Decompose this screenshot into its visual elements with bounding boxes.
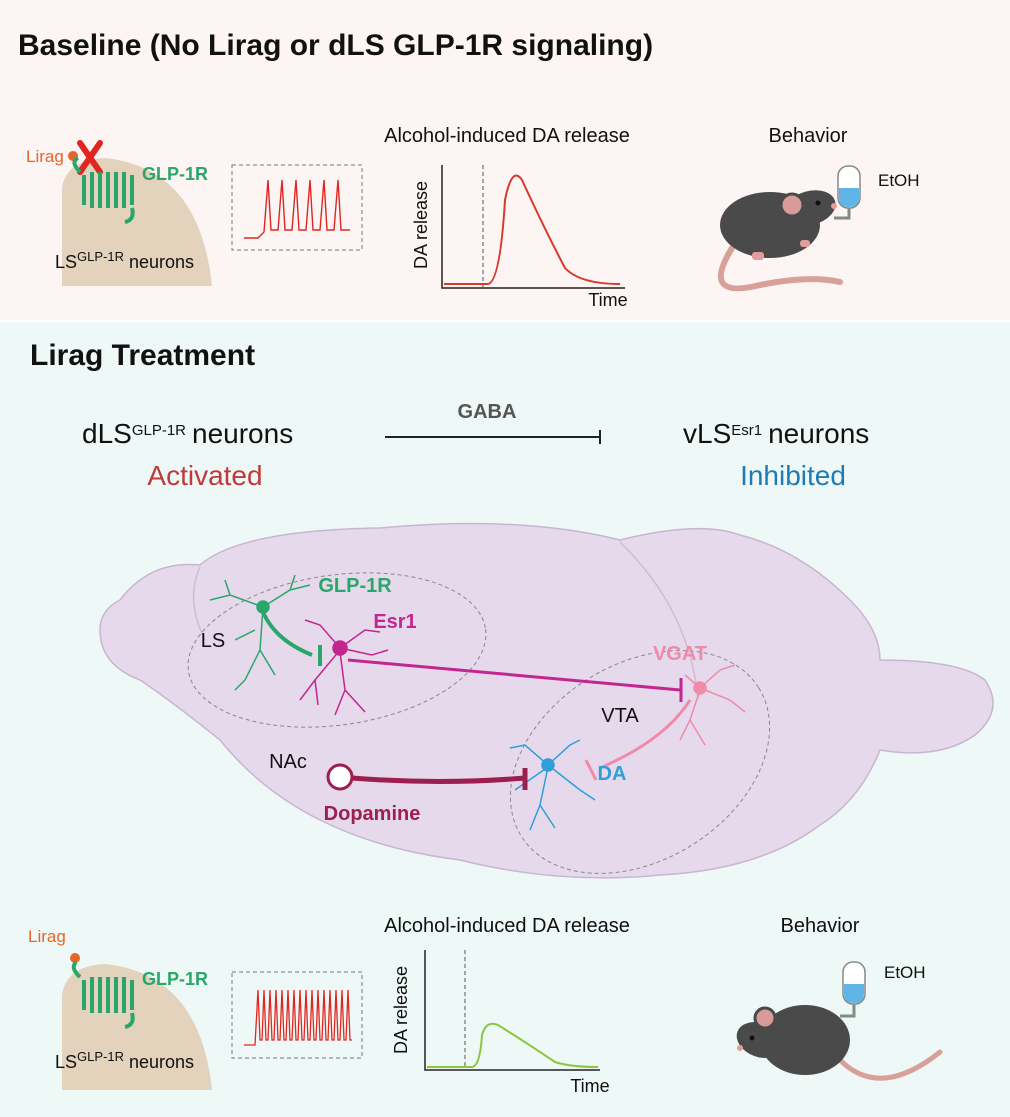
mouse xyxy=(736,1005,943,1081)
recording-box xyxy=(231,164,363,251)
glp1r-neuron xyxy=(209,574,322,691)
nac-terminal xyxy=(326,763,354,791)
receptor xyxy=(71,960,135,1029)
cell-label-rest: neurons xyxy=(129,1052,194,1072)
vta-region xyxy=(509,650,771,874)
source-base: dLS xyxy=(82,418,132,449)
ligand-label: Lirag xyxy=(26,147,64,166)
behavior-title: Behavior xyxy=(781,915,860,937)
nac-label: NAc xyxy=(269,751,307,773)
cell-label-base: LS xyxy=(55,252,77,272)
da-neuron xyxy=(509,739,596,831)
baseline-title: Baseline (No Lirag or dLS GLP-1R signali… xyxy=(18,29,653,62)
target-base: vLS xyxy=(683,418,731,449)
x-axis-label: Time xyxy=(570,1076,609,1096)
ls-region xyxy=(187,572,487,728)
target-label: vLSEsr1 neurons xyxy=(683,418,869,449)
plot-axes xyxy=(441,165,625,289)
da-label: DA xyxy=(598,763,627,785)
receptor xyxy=(72,156,135,224)
ligand-label: Lirag xyxy=(28,927,66,946)
bottle xyxy=(840,961,866,1018)
da-curve xyxy=(444,174,621,285)
cell-label-sup: GLP-1R xyxy=(77,249,124,264)
vgat-neuron xyxy=(584,664,746,781)
cell-label-sup: GLP-1R xyxy=(77,1049,124,1064)
vta-label: VTA xyxy=(601,705,639,727)
vgat-label: VGAT xyxy=(653,643,707,665)
bottle-label: EtOH xyxy=(884,963,926,982)
recording-box xyxy=(231,971,363,1059)
y-axis-label: DA release xyxy=(391,966,411,1054)
transmitter-label: GABA xyxy=(458,401,517,423)
source-label: dLSGLP-1R neurons xyxy=(82,418,293,449)
target-state: Inhibited xyxy=(740,460,846,491)
ligand-dot xyxy=(70,953,80,963)
glp1r-label: GLP-1R xyxy=(318,575,392,597)
x-axis-label: Time xyxy=(588,290,627,310)
spike-train xyxy=(244,179,350,239)
cell-label-rest: neurons xyxy=(129,252,194,272)
y-axis-label: DA release xyxy=(411,181,431,269)
esr1-label: Esr1 xyxy=(373,611,416,633)
source-sup: GLP-1R xyxy=(132,422,186,439)
source-state: Activated xyxy=(147,460,262,491)
ls-label: LS xyxy=(201,630,225,652)
dopamine-projection xyxy=(351,768,528,790)
receptor-label: GLP-1R xyxy=(142,969,208,989)
cell-label-base: LS xyxy=(55,1052,77,1072)
cell-label: LSGLP-1R neurons xyxy=(55,1049,194,1073)
brain xyxy=(99,522,994,879)
esr1-neuron xyxy=(299,619,683,716)
cell-label: LSGLP-1R neurons xyxy=(55,249,194,273)
treatment-title: Lirag Treatment xyxy=(30,339,255,372)
bottle xyxy=(834,165,861,220)
dopamine-label: Dopamine xyxy=(324,803,421,825)
plot-title: Alcohol-induced DA release xyxy=(384,915,630,937)
receptor-label: GLP-1R xyxy=(142,164,208,184)
plot-title: Alcohol-induced DA release xyxy=(384,125,630,147)
spike-train xyxy=(244,989,352,1046)
plot-axes xyxy=(424,950,600,1071)
mouse xyxy=(718,190,843,292)
da-curve xyxy=(427,1022,599,1068)
source-rest: neurons xyxy=(192,418,293,449)
blocked-mark xyxy=(77,140,103,175)
bottle-label: EtOH xyxy=(878,171,920,190)
behavior-title: Behavior xyxy=(769,125,848,147)
inhibition-arrow xyxy=(385,430,601,444)
target-rest: neurons xyxy=(768,418,869,449)
target-sup: Esr1 xyxy=(731,422,762,439)
brain-fold xyxy=(192,541,699,701)
